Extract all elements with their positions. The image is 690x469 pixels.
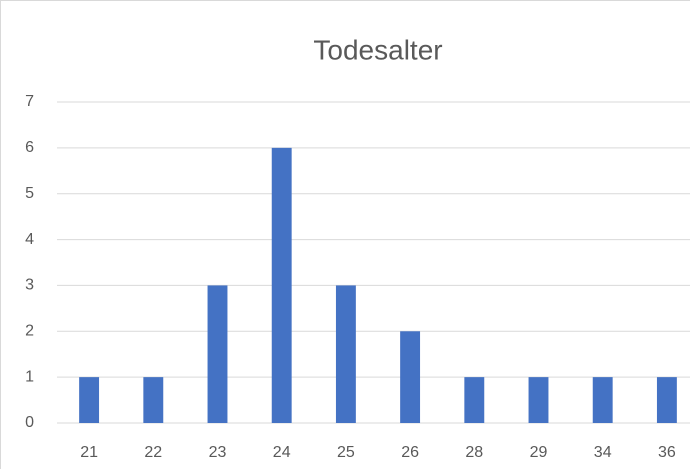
y-tick-label: 3 <box>25 277 34 294</box>
bar <box>592 377 613 423</box>
bar <box>271 147 292 423</box>
x-tick-label: 22 <box>144 444 162 461</box>
x-tick-label: 36 <box>658 444 676 461</box>
bar <box>464 377 485 423</box>
x-tick-label: 24 <box>273 444 291 461</box>
y-tick-label: 5 <box>25 185 34 202</box>
y-tick-label: 0 <box>25 414 34 431</box>
y-tick-label: 2 <box>25 323 34 340</box>
bar <box>528 377 549 423</box>
bar <box>143 377 164 423</box>
chart-title: Todesalter <box>313 34 442 65</box>
x-tick-label: 21 <box>80 444 98 461</box>
x-tick-label: 26 <box>401 444 419 461</box>
bar <box>207 285 228 423</box>
bar <box>656 377 677 423</box>
y-tick-label: 4 <box>25 231 34 248</box>
x-tick-label: 23 <box>209 444 227 461</box>
y-tick-label: 6 <box>25 139 34 156</box>
x-tick-label: 25 <box>337 444 355 461</box>
y-tick-label: 7 <box>25 93 34 110</box>
x-tick-label: 34 <box>594 444 612 461</box>
bar <box>79 377 100 423</box>
x-tick-label: 28 <box>465 444 483 461</box>
bar <box>400 331 421 423</box>
bar <box>335 285 356 423</box>
y-tick-label: 1 <box>25 368 34 385</box>
x-tick-label: 29 <box>530 444 548 461</box>
